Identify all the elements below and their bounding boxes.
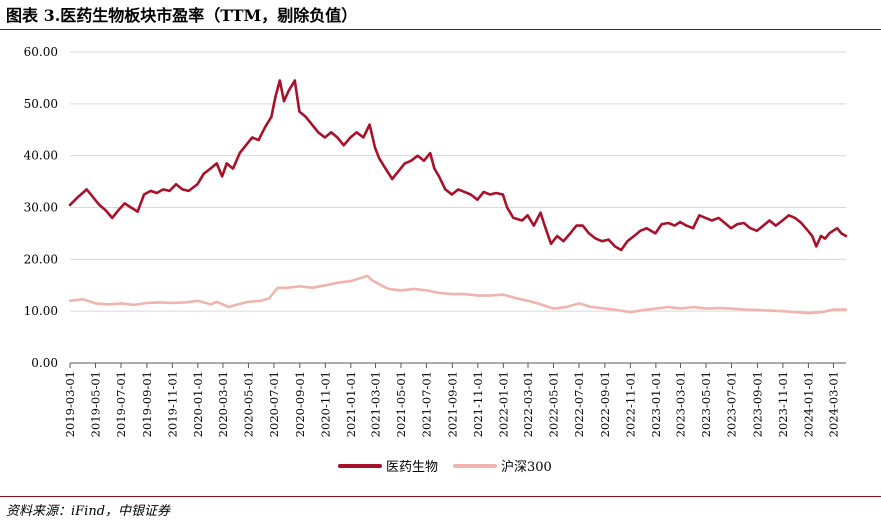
x-tick-label: 2022-07-01 — [572, 371, 586, 437]
series-line — [68, 79, 848, 252]
x-tick-label: 2023-01-01 — [649, 371, 663, 437]
y-tick-label: 50.00 — [24, 97, 58, 111]
x-tick-label: 2019-09-01 — [140, 371, 154, 437]
series-line — [68, 274, 848, 315]
x-tick-label: 2021-01-01 — [344, 371, 358, 437]
figure-title: 图表 3.医药生物板块市盈率（TTM，剔除负值） — [6, 6, 358, 25]
x-tick-label: 2019-05-01 — [88, 371, 102, 437]
source-note: 资料来源：iFind，中银证券 — [6, 504, 171, 519]
x-tick-label: 2020-09-01 — [293, 371, 307, 437]
y-axis-ticks: 0.00 10.00 20.00 30.00 40.00 50.00 60.00 — [24, 45, 58, 370]
x-tick-label: 2021-11-01 — [471, 371, 485, 437]
x-tick-label: 2020-03-01 — [216, 371, 230, 437]
x-tick-label: 2019-07-01 — [114, 371, 128, 437]
x-tick-label: 2023-05-01 — [699, 371, 713, 437]
x-tick-label: 2021-03-01 — [368, 371, 382, 437]
x-tick-label: 2023-03-01 — [674, 371, 688, 437]
x-tick-label: 2022-01-01 — [496, 371, 510, 437]
pe-ratio-line-chart: 0.00 10.00 20.00 30.00 40.00 50.00 60.00 2019-… — [24, 45, 848, 475]
x-tick-label: 2020-11-01 — [318, 371, 332, 437]
y-tick-label: 10.00 — [24, 304, 58, 318]
x-tick-label: 2019-03-01 — [63, 371, 77, 437]
x-tick-label: 2020-01-01 — [191, 371, 205, 437]
x-tick-label: 2021-07-01 — [419, 371, 433, 437]
x-tick-label: 2021-05-01 — [394, 371, 408, 437]
x-axis-ticks: 2019-03-01 2019-05-01 2019-07-01 2019-09-01… — [63, 363, 840, 437]
x-tick-label: 2022-09-01 — [598, 371, 612, 437]
x-tick-label: 2022-11-01 — [623, 371, 637, 437]
series-lines — [68, 79, 848, 315]
y-tick-label: 60.00 — [24, 45, 58, 59]
x-tick-label: 2019-11-01 — [165, 371, 179, 437]
gridlines — [70, 51, 846, 312]
x-tick-label: 2020-07-01 — [267, 371, 281, 437]
x-tick-label: 2022-03-01 — [521, 371, 535, 437]
x-tick-label: 2024-03-01 — [826, 371, 840, 437]
y-tick-label: 0.00 — [31, 356, 58, 370]
x-tick-label: 2021-09-01 — [445, 371, 459, 437]
x-tick-label: 2023-11-01 — [776, 371, 790, 437]
x-tick-label: 2024-01-01 — [801, 371, 815, 437]
legend-label: 沪深300 — [501, 459, 552, 475]
y-tick-label: 20.00 — [24, 252, 58, 266]
legend: 医药生物 沪深300 — [338, 459, 552, 475]
y-tick-label: 30.00 — [24, 201, 58, 215]
legend-label: 医药生物 — [386, 460, 438, 475]
y-tick-label: 40.00 — [24, 149, 58, 163]
footer-divider — [0, 496, 881, 497]
x-tick-label: 2023-07-01 — [725, 371, 739, 437]
x-tick-label: 2023-09-01 — [750, 371, 764, 437]
title-divider — [0, 29, 881, 30]
x-tick-label: 2020-05-01 — [241, 371, 255, 437]
x-tick-label: 2022-05-01 — [546, 371, 560, 437]
